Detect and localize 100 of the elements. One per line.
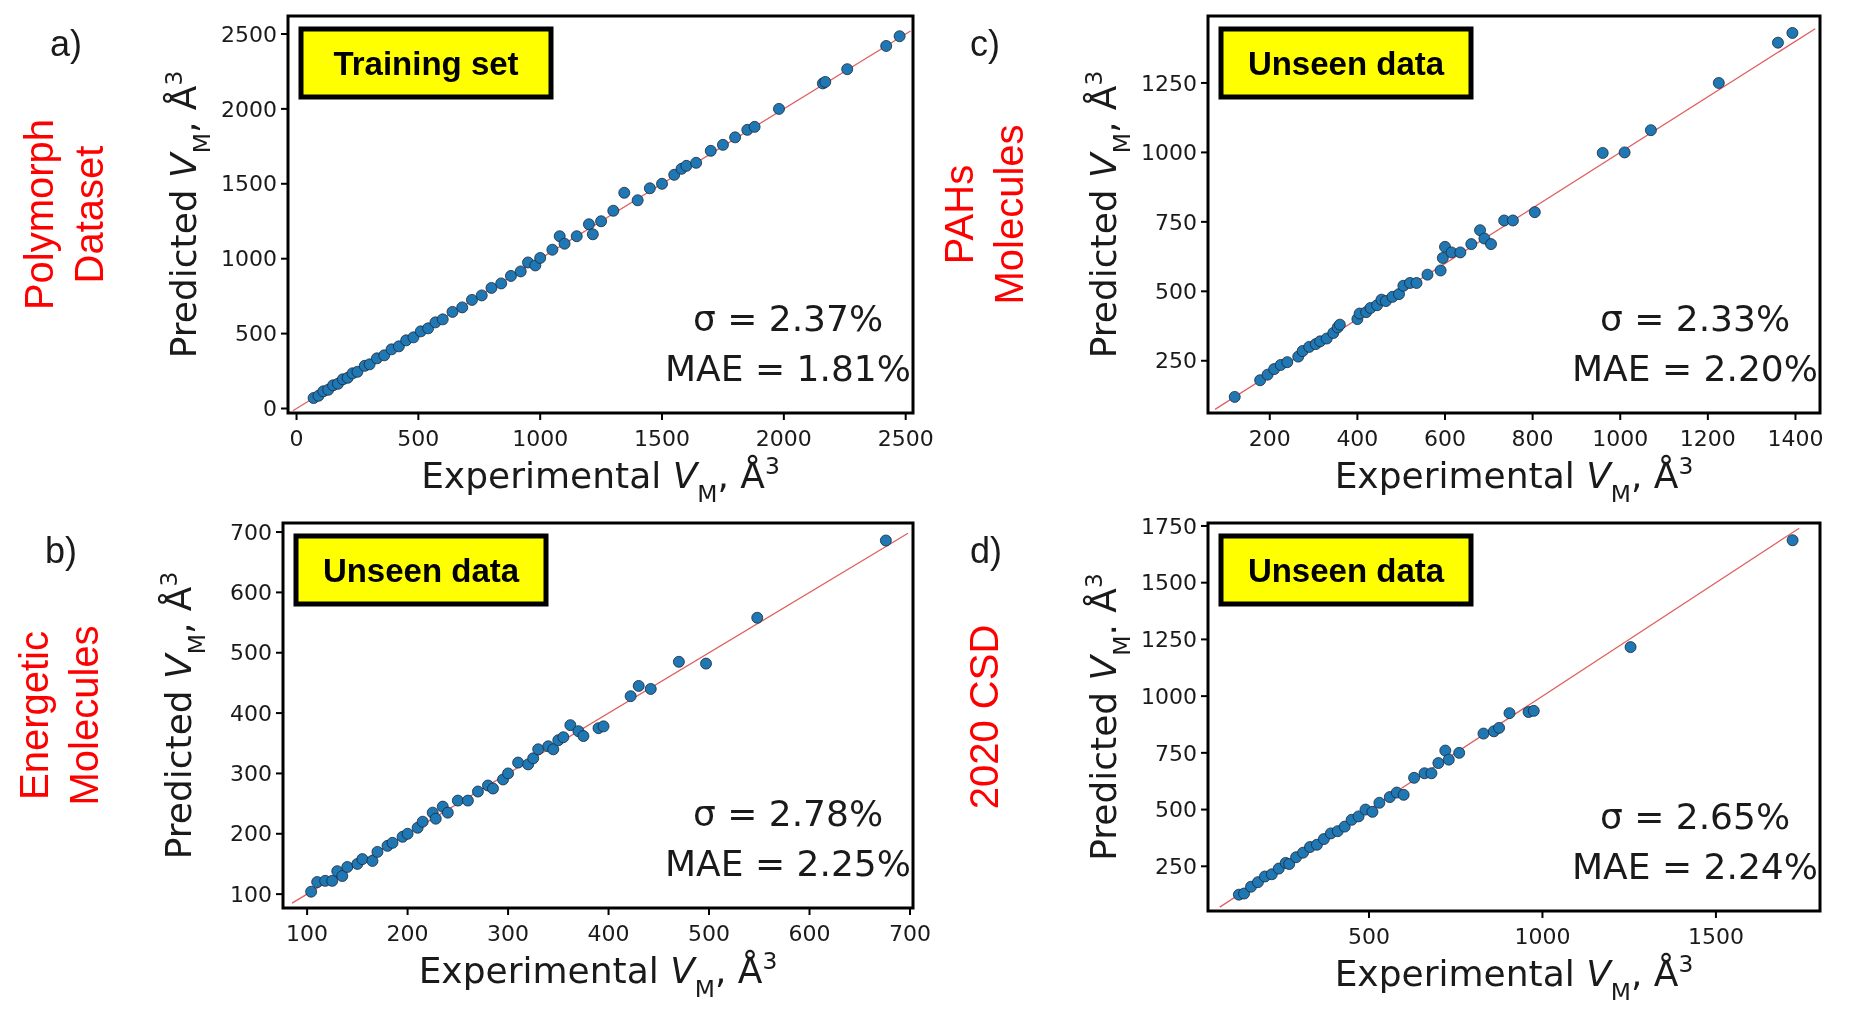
- y-tick-label: 500: [1155, 797, 1197, 823]
- y-tick-label: 200: [230, 821, 272, 847]
- point: [363, 358, 376, 371]
- point: [880, 40, 893, 52]
- point: [514, 265, 527, 278]
- y-tick-label: 500: [230, 640, 272, 666]
- point: [1503, 707, 1516, 720]
- point: [1507, 214, 1519, 227]
- y-tick-label: 250: [1155, 348, 1197, 374]
- point: [1485, 238, 1497, 250]
- point: [461, 794, 474, 807]
- point: [546, 243, 559, 256]
- point: [643, 182, 656, 195]
- point: [570, 230, 583, 243]
- point: [644, 683, 657, 695]
- annotation: MAE = 2.25%: [665, 843, 911, 884]
- y-tick-label: 100: [230, 881, 272, 907]
- point: [1493, 722, 1505, 734]
- x-tick-label: 500: [1347, 924, 1390, 949]
- point: [618, 186, 631, 199]
- x-axis-title: Experimental V$_{M}$, Å$^{3}$: [421, 452, 780, 508]
- point: [386, 836, 399, 849]
- point: [1432, 757, 1445, 769]
- annotation: σ = 2.65%: [1599, 796, 1791, 837]
- y-tick-label: 500: [1155, 279, 1197, 305]
- point: [558, 237, 571, 250]
- point: [336, 870, 349, 882]
- x-tick-label: 500: [397, 426, 440, 451]
- point: [1465, 238, 1478, 250]
- x-tick-label: 2500: [877, 426, 934, 451]
- y-tick-label: 1000: [221, 246, 277, 272]
- point: [341, 861, 354, 873]
- y-tick-label: 1750: [1141, 513, 1197, 539]
- point: [485, 282, 498, 294]
- point: [1786, 27, 1799, 39]
- point: [366, 855, 379, 867]
- x-tick-label: 1000: [1514, 924, 1571, 949]
- text: PAHs Molecules: [937, 124, 1031, 305]
- y-tick-label: 1500: [221, 171, 277, 197]
- point: [1527, 704, 1540, 717]
- point: [729, 131, 742, 144]
- point: [595, 215, 608, 228]
- point: [416, 815, 429, 828]
- chart-title: d): [970, 530, 1003, 571]
- point: [1596, 147, 1609, 159]
- point: [392, 340, 405, 353]
- x-tick-label: 0: [289, 426, 304, 451]
- point: [1228, 391, 1241, 403]
- point: [1252, 876, 1264, 889]
- y-tick-label: 1250: [1141, 70, 1197, 96]
- point: [893, 30, 906, 43]
- text: Polymorph Dataset: [17, 118, 111, 311]
- point: [487, 782, 499, 795]
- point: [632, 680, 645, 692]
- point: [577, 730, 590, 742]
- annotation: σ = 2.33%: [1599, 298, 1791, 339]
- point: [305, 885, 318, 898]
- y-tick-label: 1000: [1141, 683, 1197, 709]
- point: [1393, 288, 1405, 300]
- point: [534, 252, 547, 264]
- point: [502, 767, 514, 780]
- point: [446, 305, 459, 318]
- x-axis-title: Experimental V$_{M}$, Å$^{3}$: [1334, 452, 1694, 508]
- point: [700, 657, 712, 670]
- point: [505, 270, 517, 282]
- point: [1645, 124, 1657, 137]
- x-tick-label: 800: [1511, 426, 1554, 451]
- point: [1366, 805, 1379, 818]
- point: [512, 756, 525, 769]
- point: [583, 218, 595, 231]
- point: [326, 874, 339, 887]
- x-tick-label: 100: [286, 921, 329, 946]
- y-tick-label: 1250: [1141, 627, 1197, 653]
- y-tick-label: 0: [263, 396, 277, 422]
- x-tick-label: 700: [888, 921, 931, 946]
- y-tick-label: 300: [230, 761, 272, 787]
- annotation: Training set: [333, 44, 519, 82]
- point: [680, 159, 693, 172]
- point: [704, 144, 717, 157]
- point: [472, 785, 484, 798]
- annotation: MAE = 1.81%: [665, 348, 911, 389]
- x-axis-title: Experimental V$_{M}$, Å$^{3}$: [1334, 950, 1694, 1006]
- point: [527, 752, 540, 765]
- x-tick-label: 200: [386, 921, 429, 946]
- y-tick-label: 1000: [1141, 140, 1197, 166]
- point: [879, 534, 892, 547]
- x-tick-label: 500: [688, 921, 731, 946]
- point: [1408, 771, 1420, 784]
- point: [475, 289, 488, 302]
- y-tick-label: 500: [235, 321, 277, 347]
- x-tick-label: 1500: [634, 426, 691, 451]
- point: [717, 138, 729, 151]
- point: [1772, 36, 1784, 49]
- point: [751, 611, 764, 624]
- x-tick-label: 1000: [512, 426, 569, 451]
- x-tick-label: 200: [1248, 426, 1291, 451]
- point: [748, 120, 761, 133]
- point: [1283, 858, 1296, 870]
- annotation: Unseen data: [322, 551, 520, 589]
- x-axis-title: Experimental V$_{M}$, Å$^{3}$: [418, 947, 778, 1003]
